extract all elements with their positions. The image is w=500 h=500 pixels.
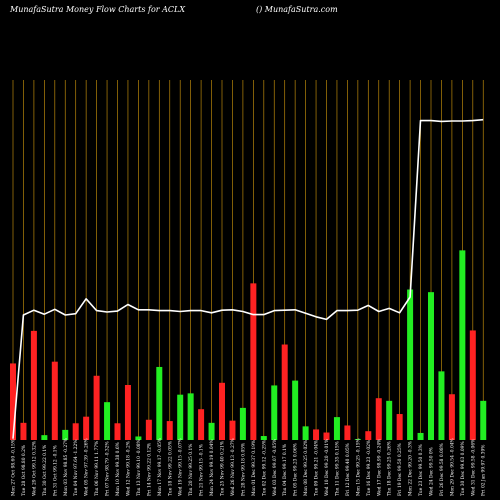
x-tick-label: Wed 17 Dec 98.99 -0.24% [377,439,382,496]
money-flow-bar [480,400,487,440]
site-credit: () MunafaSutra.com [256,5,338,14]
x-tick-label: Wed 05 Nov 97.39 -0.26% [85,438,90,496]
x-tick-label: Tue 04 Nov 97.64 -1.22% [74,440,79,497]
x-tick-label: Thu 30 Oct 99.22 0.1% [43,445,48,496]
money-flow-bar [124,385,131,440]
x-tick-label: Mon 29 Dec 99.54 -0.04% [450,438,455,496]
money-flow-bar [229,420,236,440]
x-tick-label: Fri 12 Dec 99.40 0.05% [346,443,351,496]
money-flow-bar [145,419,152,440]
money-flow-bar [333,417,340,440]
money-flow-bar [292,380,299,440]
x-tick-label: Tue 02 Dec 99.12 -0.25% [262,440,267,496]
money-flow-bar [93,375,100,440]
x-tick-label: Fri 28 Nov 99.18 0.05% [241,443,246,496]
x-tick-label: Fri 31 Oct 99.12 -0.1% [53,445,58,496]
money-flow-bars [10,250,487,440]
money-flow-bar [198,409,205,440]
money-flow-bar [72,423,79,440]
x-tick-label: Mon 10 Nov 99.38 0.6% [116,442,121,496]
x-tick-label: Mon 22 Dec 99.20 -0.3% [409,441,414,496]
x-tick-label: Thu 06 Nov 99.11 1.77% [95,441,100,496]
money-flow-bar [30,330,37,440]
x-tick-label: Fri 21 Nov 99.15 -0.1% [200,444,205,496]
money-flow-bar [417,432,424,440]
money-flow-bar [10,363,16,440]
x-tick-label: Tue 30 Dec 99.63 0.09% [461,441,466,496]
chart-title: MunafaSutra Money Flow Charts for ACLX [9,5,185,14]
x-tick-label: Fri 19 Dec 99.50 0.25% [398,443,403,496]
money-flow-bar [396,414,403,440]
money-flow-bar [428,292,434,440]
money-flow-bar [250,283,257,440]
money-flow-bar [323,432,330,440]
x-tick-label: Thu 20 Nov 99.25 0.1% [189,444,194,496]
x-axis-tick-labels: Fri 02 Jan 99.97 0.39% Wed 31 Dec 99.58 -… [12,438,487,496]
money-flow-bar [271,385,278,440]
money-flow-bar [438,371,445,440]
money-flow-bar [459,250,466,440]
x-tick-label: Tue 25 Nov 99.40 0.21% [221,441,226,496]
money-flow-bar [281,344,288,440]
money-flow-bar [156,366,163,440]
x-tick-label: Wed 26 Nov 99.13 -0.27% [231,438,236,496]
money-flow-bar [187,393,194,440]
money-flow-bar [260,436,267,440]
money-flow-bar [386,400,393,440]
x-tick-label: Wed 10 Dec 99.20 -0.01% [325,439,330,496]
money-flow-bar [375,398,382,440]
money-flow-bar [219,382,225,440]
money-flow-bar [41,435,48,440]
x-tick-label: Thu 04 Dec 99.17 0.1% [283,444,288,496]
money-flow-bar [239,407,246,440]
x-tick-label: Thu 13 Nov 99.10 -0.08% [137,439,142,496]
x-tick-label: Tue 18 Nov 99.22 0.05% [168,441,173,496]
x-tick-label: Mon 24 Nov 99.19 0.04% [210,439,215,496]
x-tick-label: Wed 03 Dec 99.07 -0.05% [273,439,278,496]
money-flow-bar [83,416,90,440]
money-flow-bar [365,431,372,440]
x-tick-label: Thu 11 Dec 99.35 0.15% [335,441,340,496]
money-flow-line [12,118,484,439]
x-tick-label: Wed 29 Oct 99.12 0.32% [32,441,37,496]
x-tick-label: Wed 31 Dec 99.58 -0.06% [471,439,476,496]
x-tick-label: Tue 28 Oct 98.80 0.2% [22,445,27,496]
x-tick-label: Wed 19 Nov 99.15 -0.07% [179,438,184,496]
x-tick-label: Fri 05 Dec 99.23 0.06% [294,443,299,496]
money-flow-bar [114,423,121,440]
money-flow-bar [51,361,58,440]
x-tick-label: Wed 12 Nov 99.18 -0.2% [126,441,131,496]
x-tick-label: Mon 15 Dec 99.25 -0.15% [356,438,361,496]
money-flow-bar [448,394,455,440]
money-flow-bar [354,439,361,440]
money-flow-bar [407,289,414,440]
money-flow-bar [135,436,142,440]
money-flow-bar [469,330,476,440]
x-tick-label: Wed 24 Dec 99.50 0% [430,447,435,496]
x-tick-label: Mon 03 Nov 98.85 -0.27% [64,438,69,496]
x-tick-label: Tue 16 Dec 99.23 -0.02% [367,440,372,496]
money-flow-bar [177,394,184,440]
x-tick-label: Fri 26 Dec 99.58 0.08% [440,443,445,496]
x-tick-label: Mon 08 Dec 99.25 0.02% [304,440,309,496]
x-tick-label: Mon 17 Nov 99.17 -0.05% [158,438,163,496]
x-tick-label: Tue 23 Dec 99.50 0.3% [419,444,424,496]
money-flow-bar [104,402,111,440]
money-flow-bar [344,425,351,440]
money-flow-bar [62,429,69,440]
money-flow-bar [208,422,215,440]
money-flow-bar [166,421,173,440]
x-tick-label: Thu 18 Dec 99.25 0.26% [388,441,393,496]
x-tick-label: Fri 02 Jan 99.97 0.39% [482,445,487,496]
money-flow-bar [20,422,27,440]
x-tick-label: Mon 27 Oct 98.60 -0.15% [12,439,17,496]
x-tick-label: Fri 14 Nov 99.22 0.12% [147,443,152,496]
money-flow-bar [313,429,320,440]
money-flow-bar [302,426,309,440]
x-tick-label: Tue 09 Dec 99.21 -0.04% [315,440,320,496]
x-tick-label: Fri 07 Nov 98.79 -0.32% [106,441,111,496]
x-tick-label: Mon 01 Dec 99.37 0.19% [252,440,257,496]
